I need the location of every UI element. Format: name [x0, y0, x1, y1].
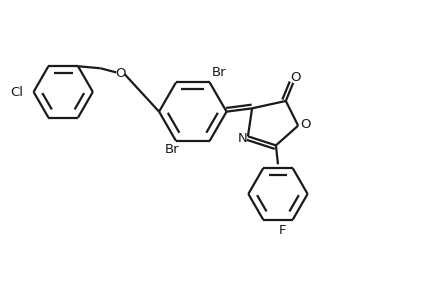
- Text: O: O: [299, 118, 310, 131]
- Text: N: N: [237, 132, 247, 145]
- Text: F: F: [279, 225, 286, 237]
- Text: O: O: [115, 67, 125, 80]
- Text: O: O: [289, 71, 300, 84]
- Text: Br: Br: [211, 66, 226, 79]
- Text: Cl: Cl: [10, 86, 23, 99]
- Text: Br: Br: [164, 144, 179, 156]
